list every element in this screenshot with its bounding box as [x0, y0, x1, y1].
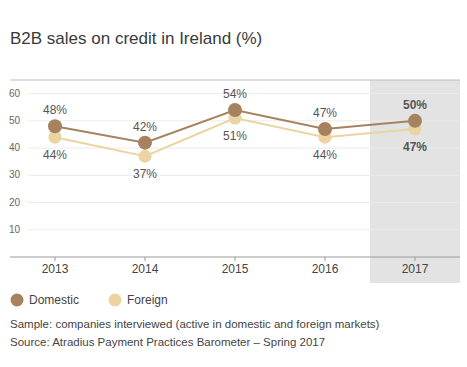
chart: B2B sales on credit in Ireland (%) 10 20 30…: [0, 0, 467, 367]
data-label: 47%: [403, 140, 427, 154]
y-tick-label: 10: [9, 224, 21, 235]
data-label: 47%: [313, 106, 337, 120]
y-tick-label: 30: [9, 169, 21, 180]
grid-line: [28, 148, 460, 149]
y-tick-label: 60: [9, 88, 21, 99]
data-labels: 44% 37% 51% 44% 47% 48% 42% 54% 47% 50%: [43, 87, 427, 181]
x-tick: [145, 257, 146, 261]
x-tick-label: 2016: [312, 262, 339, 276]
data-label: 44%: [313, 148, 337, 162]
y-tick-label: 40: [9, 142, 21, 153]
grid-line: [28, 175, 460, 176]
y-tick-label: 20: [9, 197, 21, 208]
legend-label: Foreign: [127, 293, 168, 307]
legend-marker: [11, 294, 24, 307]
annotation: Source: Atradius Payment Practices Barom…: [10, 336, 325, 348]
x-tick: [235, 257, 236, 261]
x-tick-label: 2014: [132, 262, 159, 276]
marker: [48, 119, 62, 133]
x-tick-label: 2015: [222, 262, 249, 276]
y-tick-label: 50: [9, 115, 21, 126]
data-label: 42%: [133, 120, 157, 134]
marker: [138, 136, 152, 150]
x-tick-label: 2017: [402, 262, 429, 276]
highlight-band: [370, 80, 460, 283]
grid-line: [28, 229, 460, 230]
title: B2B sales on credit in Ireland (%): [10, 29, 262, 48]
annotation: Sample: companies interviewed (active in…: [10, 318, 380, 330]
marker: [139, 150, 152, 163]
data-label: 44%: [43, 148, 67, 162]
grid-line: [28, 202, 460, 203]
legend-label: Domestic: [29, 293, 79, 307]
data-label: 48%: [43, 103, 67, 117]
data-label: 51%: [223, 129, 247, 143]
plot-area: [48, 103, 422, 163]
marker: [318, 122, 332, 136]
data-label: 54%: [223, 87, 247, 101]
x-tick-label: 2013: [42, 262, 69, 276]
marker: [408, 114, 422, 128]
x-tick: [415, 257, 416, 261]
data-label: 50%: [403, 98, 427, 112]
marker: [228, 103, 242, 117]
frame-top: [10, 80, 460, 81]
legend-marker: [109, 294, 122, 307]
x-tick: [55, 257, 56, 261]
data-label: 37%: [133, 167, 157, 181]
x-tick: [325, 257, 326, 261]
